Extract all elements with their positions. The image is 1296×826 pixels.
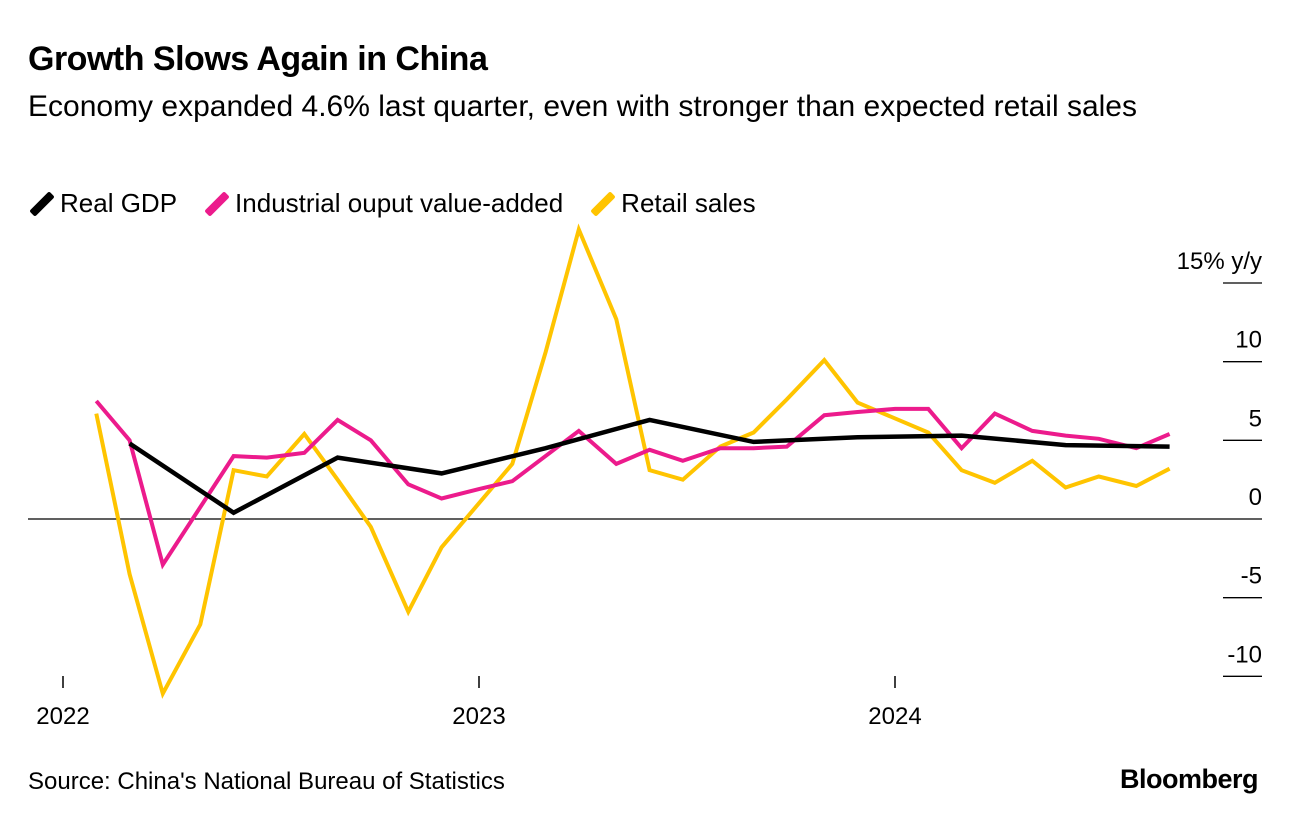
- y-tick-label: 15% y/y: [1177, 248, 1262, 275]
- y-axis-ticks: 15% y/y 10 5 0 -5 -10: [28, 248, 1262, 677]
- y-tick-label: 10: [1235, 327, 1262, 354]
- legend-label-real-gdp: Real GDP: [60, 188, 178, 218]
- y-tick-label: 5: [1249, 405, 1262, 432]
- chart-subtitle: Economy expanded 4.6% last quarter, even…: [28, 90, 1137, 123]
- chart-title: Growth Slows Again in China: [28, 40, 488, 78]
- legend-item-real-gdp: Real GDP: [28, 188, 177, 219]
- series-line-retail-sales: [94, 223, 1171, 699]
- x-tick-label: 2024: [868, 703, 921, 730]
- y-tick-label: 0: [1249, 484, 1262, 511]
- legend-label-industrial-output: Industrial ouput value-added: [235, 188, 564, 218]
- series-line-real-gdp: [128, 417, 1170, 516]
- x-tick-label: 2022: [36, 703, 89, 730]
- series-line-industrial-output: [94, 399, 1171, 570]
- legend-item-industrial-output: Industrial ouput value-added: [203, 188, 563, 219]
- source-note: Source: China's National Bureau of Stati…: [28, 768, 505, 795]
- legend-item-retail-sales: Retail sales: [589, 188, 756, 219]
- series-lines: [94, 223, 1171, 699]
- y-tick-label: -5: [1241, 563, 1262, 590]
- y-tick-label: -10: [1227, 641, 1262, 668]
- x-axis: 2022 2023 2024: [36, 676, 922, 730]
- legend: Real GDP Industrial ouput value-added Re…: [28, 188, 782, 219]
- bloomberg-logo: Bloomberg: [1119, 764, 1259, 794]
- legend-label-retail-sales: Retail sales: [621, 188, 756, 218]
- x-tick-label: 2023: [452, 703, 505, 730]
